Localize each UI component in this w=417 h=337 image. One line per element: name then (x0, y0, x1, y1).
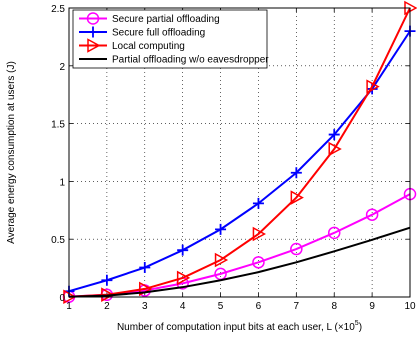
x-axis-label: Number of computation input bits at each… (117, 320, 362, 333)
data-point (177, 244, 189, 256)
legend-entry: Secure full offloading (79, 26, 205, 39)
x-tick-label: 4 (180, 301, 186, 312)
data-point (328, 129, 340, 141)
y-tick-label: 1 (59, 177, 65, 188)
legend-entry: Local computing (79, 38, 185, 53)
x-tick-label: 8 (331, 301, 337, 312)
x-tick-label: 10 (404, 301, 416, 312)
data-point (327, 226, 341, 240)
x-axis-label-close: ) (359, 322, 362, 333)
data-point (328, 141, 342, 157)
legend-swatch-marker (87, 38, 101, 53)
data-point (290, 167, 302, 179)
series-line (68, 7, 411, 298)
circle-marker (290, 242, 303, 256)
series-line (68, 30, 411, 293)
plus-marker (87, 26, 99, 38)
circle-marker (252, 256, 265, 269)
y-tick-label: 1.5 (51, 120, 65, 131)
legend-swatch-marker (87, 26, 99, 38)
plus-marker (252, 197, 264, 209)
plus-marker (177, 244, 189, 256)
triangle-marker (101, 287, 115, 302)
data-point (252, 256, 265, 269)
data-point (101, 287, 115, 302)
x-axis-label-main: Number of computation input bits at each… (117, 322, 355, 333)
x-tick-label: 1 (66, 301, 72, 312)
x-tick-label: 6 (256, 301, 262, 312)
data-point (366, 79, 380, 94)
x-tick-label: 9 (369, 301, 375, 312)
legend-swatch-marker (86, 12, 100, 25)
data-point (176, 270, 191, 286)
data-point (101, 274, 113, 286)
triangle-marker (290, 190, 304, 205)
x-axis-label-exponent: 5 (355, 320, 359, 327)
circle-marker (86, 12, 100, 25)
x-tick-label: 2 (104, 301, 110, 312)
series-3 (68, 226, 411, 298)
plot-area-frame (68, 7, 411, 298)
data-point (290, 190, 304, 205)
triangle-marker (87, 38, 101, 53)
plus-marker (101, 274, 113, 286)
tick-labels: 1 2 3 4 5 6 7 8 9 10 0 0.5 1 1.5 2 2.5 (51, 4, 416, 312)
data-point (290, 242, 303, 256)
plus-marker (290, 167, 302, 179)
y-tick-label: 0 (59, 293, 65, 304)
series-line (68, 226, 411, 298)
series-0 (62, 187, 417, 303)
data-point (365, 208, 379, 221)
series-1 (63, 25, 416, 297)
circle-marker (327, 226, 341, 240)
y-tick-label: 0.5 (51, 235, 65, 246)
y-tick-label: 2 (59, 62, 65, 73)
legend-entry: Partial offloading w/o eavesdropper (79, 55, 269, 66)
data-point (215, 223, 227, 235)
data-point (214, 252, 229, 268)
y-axis-label: Average energy consumption at users (J) (6, 61, 17, 244)
plus-marker (328, 129, 340, 141)
x-tick-label: 7 (294, 301, 300, 312)
y-tick-label: 2.5 (51, 4, 65, 15)
legend-label: Secure partial offloading (112, 14, 220, 25)
triangle-marker (214, 252, 229, 268)
data-series (62, 0, 417, 305)
triangle-marker (176, 270, 191, 286)
x-tick-label: 3 (142, 301, 148, 312)
circle-marker (365, 208, 379, 221)
data-point (139, 262, 151, 274)
plus-marker (139, 262, 151, 274)
triangle-marker (328, 141, 342, 157)
plus-marker (215, 223, 227, 235)
legend-label: Local computing (112, 41, 185, 52)
triangle-marker (252, 226, 267, 242)
x-tick-label: 5 (218, 301, 224, 312)
data-point (252, 197, 264, 209)
legend: Secure partial offloading Secure full off… (72, 9, 269, 69)
data-point (252, 226, 267, 242)
series-line (68, 193, 411, 298)
legend-label: Partial offloading w/o eavesdropper (112, 55, 269, 66)
triangle-marker (366, 79, 380, 94)
legend-entry: Secure partial offloading (79, 12, 220, 25)
legend-label: Secure full offloading (112, 28, 205, 39)
